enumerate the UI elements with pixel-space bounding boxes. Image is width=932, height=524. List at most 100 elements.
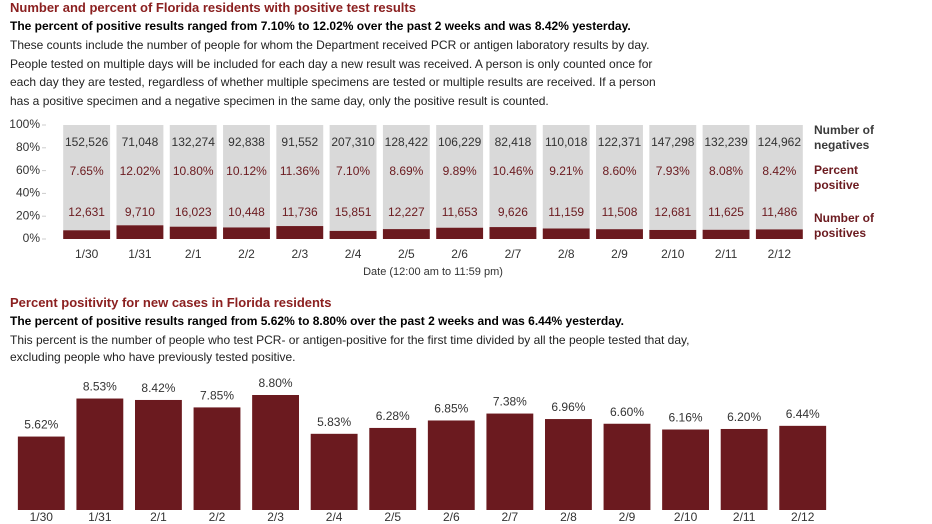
- percent-label: 12.02%: [120, 164, 161, 178]
- bar: [76, 398, 124, 510]
- bar: [427, 420, 475, 510]
- percent-label: 9.89%: [443, 164, 477, 178]
- negatives-label: 147,298: [651, 135, 695, 149]
- x-tick-label: 2/3: [267, 510, 284, 524]
- negatives-label: 207,310: [331, 135, 375, 149]
- bar: [193, 407, 241, 510]
- value-label: 5.62%: [24, 418, 58, 432]
- positives-label: 11,508: [602, 205, 638, 219]
- negatives-segment: [329, 125, 377, 231]
- value-label: 6.28%: [376, 409, 410, 423]
- positives-segment: [329, 230, 377, 239]
- bar: [369, 427, 417, 510]
- chart-subtitle: The percent of positive results ranged f…: [10, 19, 631, 33]
- positives-label: 11,159: [548, 205, 584, 219]
- positives-segment: [223, 227, 270, 239]
- x-tick-label: 1/31: [88, 510, 112, 524]
- positives-segment: [63, 230, 111, 239]
- chart-title: Number and percent of Florida residents …: [10, 0, 416, 15]
- positives-label: 9,710: [125, 205, 155, 219]
- description-line: each day they are tested, regardless of …: [10, 75, 656, 89]
- legend-entry: Number of positives: [814, 211, 874, 240]
- x-tick-label: 2/5: [384, 510, 401, 524]
- positives-label: 12,227: [388, 205, 425, 219]
- negatives-label: 132,274: [172, 135, 216, 149]
- y-tick-label: 80%: [16, 140, 40, 154]
- legend-entry: Number of negatives: [814, 123, 874, 152]
- value-label: 6.85%: [434, 402, 468, 416]
- bar: [779, 425, 827, 510]
- negatives-label: 82,418: [495, 135, 532, 149]
- value-label: 6.60%: [610, 405, 644, 419]
- positives-segment: [489, 227, 537, 239]
- legend-entry: Percent positive: [814, 163, 860, 192]
- x-tick-label: 2/2: [238, 247, 255, 261]
- x-axis-label: Date (12:00 am to 11:59 pm): [363, 266, 503, 278]
- value-label: 7.38%: [493, 395, 527, 409]
- positives-segment: [649, 229, 697, 239]
- percent-label: 7.10%: [336, 164, 370, 178]
- negatives-label: 110,018: [545, 135, 588, 149]
- x-tick-label: 1/30: [30, 510, 54, 524]
- positives-segment: [702, 229, 750, 239]
- negatives-segment: [755, 125, 803, 230]
- positives-segment: [542, 228, 590, 239]
- x-tick-label: 2/4: [326, 510, 343, 524]
- x-tick-label: 2/11: [733, 510, 756, 524]
- x-tick-label: 2/8: [560, 510, 577, 524]
- negatives-segment: [436, 125, 484, 228]
- positives-label: 11,625: [708, 205, 744, 219]
- value-label: 7.85%: [200, 389, 234, 403]
- negatives-segment: [223, 125, 270, 228]
- x-tick-label: 2/6: [451, 247, 468, 261]
- y-tick-label: 0%: [23, 231, 41, 245]
- positives-segment: [116, 225, 164, 239]
- negatives-segment: [542, 125, 590, 229]
- x-tick-label: 2/12: [791, 510, 815, 524]
- x-tick-label: 2/4: [345, 247, 362, 261]
- negatives-label: 71,048: [122, 135, 159, 149]
- negatives-label: 91,552: [281, 135, 318, 149]
- x-tick-label: 2/9: [619, 510, 636, 524]
- bar: [135, 399, 182, 510]
- positives-label: 10,448: [228, 205, 265, 219]
- x-tick-label: 1/31: [128, 247, 152, 261]
- positives-segment: [436, 227, 484, 239]
- x-tick-label: 2/6: [443, 510, 460, 524]
- x-tick-label: 1/30: [75, 247, 99, 261]
- bar: [252, 395, 299, 510]
- x-tick-label: 2/10: [674, 510, 698, 524]
- negatives-label: 122,371: [598, 135, 642, 149]
- negatives-label: 128,422: [385, 135, 429, 149]
- negatives-label: 132,239: [704, 135, 748, 149]
- percent-label: 10.80%: [173, 164, 214, 178]
- bar: [17, 436, 65, 510]
- positives-label: 12,681: [654, 205, 691, 219]
- positives-label: 15,851: [335, 205, 372, 219]
- value-label: 6.44%: [786, 407, 820, 421]
- negatives-segment: [382, 125, 430, 230]
- value-label: 6.16%: [669, 411, 703, 425]
- negatives-label: 152,526: [65, 135, 109, 149]
- x-tick-label: 2/2: [209, 510, 226, 524]
- x-tick-label: 2/10: [661, 247, 685, 261]
- percent-label: 9.21%: [549, 164, 583, 178]
- negatives-label: 124,962: [758, 135, 802, 149]
- negatives-segment: [489, 125, 537, 228]
- positives-segment: [276, 226, 324, 239]
- x-tick-label: 2/3: [291, 247, 308, 261]
- x-tick-label: 2/7: [505, 247, 522, 261]
- x-tick-label: 2/11: [715, 247, 738, 261]
- negatives-segment: [596, 125, 643, 230]
- bar: [486, 413, 534, 510]
- positives-label: 11,653: [442, 205, 478, 219]
- percent-label: 10.46%: [493, 164, 534, 178]
- description-line: has a positive specimen and a negative s…: [10, 93, 549, 108]
- percent-label: 11.36%: [280, 164, 320, 178]
- value-label: 8.42%: [141, 381, 175, 395]
- y-tick-label: 100%: [9, 117, 40, 131]
- positives-segment: [755, 229, 803, 239]
- value-label: 5.83%: [317, 415, 351, 429]
- negatives-segment: [63, 125, 111, 231]
- x-tick-label: 2/12: [768, 247, 792, 261]
